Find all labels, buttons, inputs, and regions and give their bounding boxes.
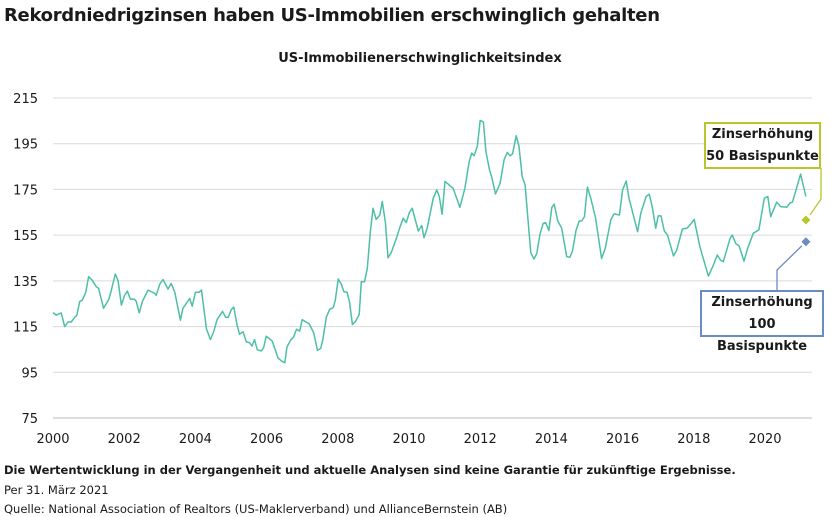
annotation-line1: Zinserhöhung — [711, 127, 814, 142]
y-tick-label: 215 — [13, 92, 38, 107]
series-line — [52, 119, 807, 364]
y-tick-label: 135 — [13, 275, 38, 290]
annotation-rate-50bp: Zinserhöhung 50 Basispunkte — [704, 122, 821, 169]
y-tick-label: 155 — [13, 229, 38, 244]
x-tick-label: 2000 — [36, 432, 69, 447]
x-tick-label: 2016 — [606, 432, 639, 447]
annotation-line1: Zinserhöhung — [711, 295, 813, 310]
y-tick-label: 115 — [13, 321, 38, 336]
y-tick-label: 195 — [13, 138, 38, 153]
chart-title: US-Immobilienerschwinglichkeitsindex — [278, 51, 562, 66]
x-tick-label: 2010 — [392, 432, 425, 447]
annotation-connector — [809, 168, 822, 216]
x-tick-label: 2018 — [677, 432, 710, 447]
annotation-connector — [776, 245, 803, 290]
y-tick-label: 75 — [21, 412, 38, 427]
annotation-line2: 50 Basispunkte — [706, 149, 819, 164]
source-note: Quelle: National Association of Realtors… — [4, 502, 508, 516]
x-tick-label: 2014 — [535, 432, 568, 447]
y-tick-label: 175 — [13, 183, 38, 198]
annotation-marker — [801, 215, 811, 225]
x-tick-label: 2008 — [321, 432, 354, 447]
as-of-date: Per 31. März 2021 — [4, 483, 109, 497]
annotation-rate-100bp: Zinserhöhung 100 Basispunkte — [700, 290, 824, 354]
x-tick-label: 2002 — [108, 432, 141, 447]
figure-title: Rekordniedrigzinsen haben US-Immobilien … — [4, 5, 660, 26]
x-tick-label: 2020 — [748, 432, 781, 447]
x-tick-label: 2006 — [250, 432, 283, 447]
y-tick-label: 95 — [21, 366, 38, 381]
disclaimer: Die Wertentwicklung in der Vergangenheit… — [4, 463, 736, 477]
annotation-line2: 100 Basispunkte — [716, 317, 808, 354]
x-tick-label: 2004 — [179, 432, 212, 447]
annotation-marker — [801, 237, 811, 247]
x-tick-label: 2012 — [464, 432, 497, 447]
